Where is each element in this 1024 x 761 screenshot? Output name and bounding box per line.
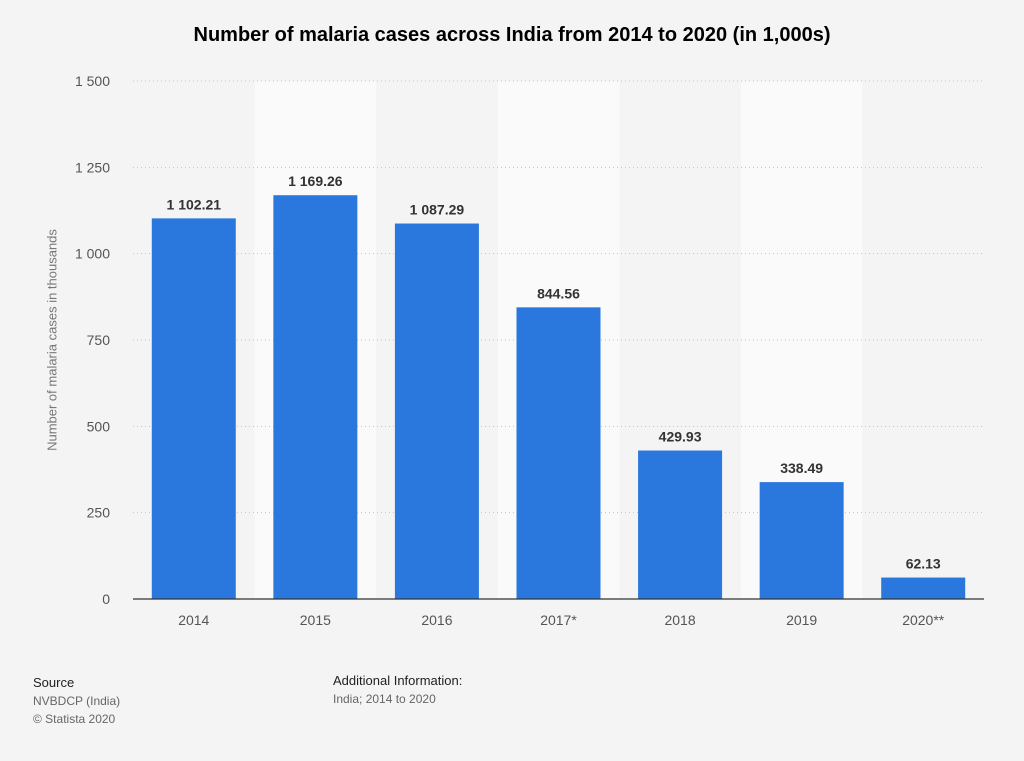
bar-value-label: 1 169.26 [288, 173, 343, 189]
source-heading: Source [33, 675, 75, 690]
source-block: Source NVBDCP (India) © Statista 2020 [33, 674, 120, 728]
bar-2016 [394, 223, 479, 599]
x-tick-label: 2017* [540, 612, 577, 628]
y-tick-label: 1 500 [75, 73, 110, 89]
y-tick-label: 1 000 [75, 246, 110, 262]
additional-info-heading[interactable]: Additional Information: [333, 673, 463, 688]
bar-value-label: 1 102.21 [167, 196, 222, 212]
bar-value-label: 844.56 [537, 285, 580, 301]
bar-value-label: 62.13 [906, 556, 941, 572]
bar-2015 [273, 195, 358, 599]
source-text[interactable]: NVBDCP (India) [33, 694, 121, 708]
bar-2018 [638, 450, 723, 599]
y-tick-label: 500 [87, 418, 111, 434]
bar-2020 [881, 577, 966, 599]
x-tick-label: 2020** [902, 612, 945, 628]
x-tick-label: 2014 [178, 612, 209, 628]
bar-2014 [151, 218, 236, 599]
bar-chart: 0 250 500 750 1 000 1 250 1 500 1 102.21 2014 1 1… [75, 73, 984, 628]
x-tick-label: 2016 [421, 612, 452, 628]
y-tick-label: 1 250 [75, 159, 110, 175]
additional-info-block: Additional Information: India; 2014 to 2… [333, 672, 462, 708]
x-tick-label: 2019 [786, 612, 817, 628]
bar-2017 [516, 307, 601, 599]
bar-value-label: 429.93 [659, 429, 702, 445]
copyright-text: © Statista 2020 [33, 712, 116, 726]
chart-title: Number of malaria cases across India fro… [193, 24, 831, 46]
x-tick-label: 2018 [664, 612, 695, 628]
y-tick-label: 750 [87, 332, 111, 348]
additional-info-text: India; 2014 to 2020 [333, 692, 436, 706]
bar-2019 [759, 482, 844, 599]
y-tick-label: 0 [102, 591, 110, 607]
y-tick-label: 250 [87, 505, 111, 521]
x-tick-label: 2015 [300, 612, 331, 628]
bar-value-label: 1 087.29 [410, 202, 465, 218]
bar-value-label: 338.49 [780, 460, 823, 476]
